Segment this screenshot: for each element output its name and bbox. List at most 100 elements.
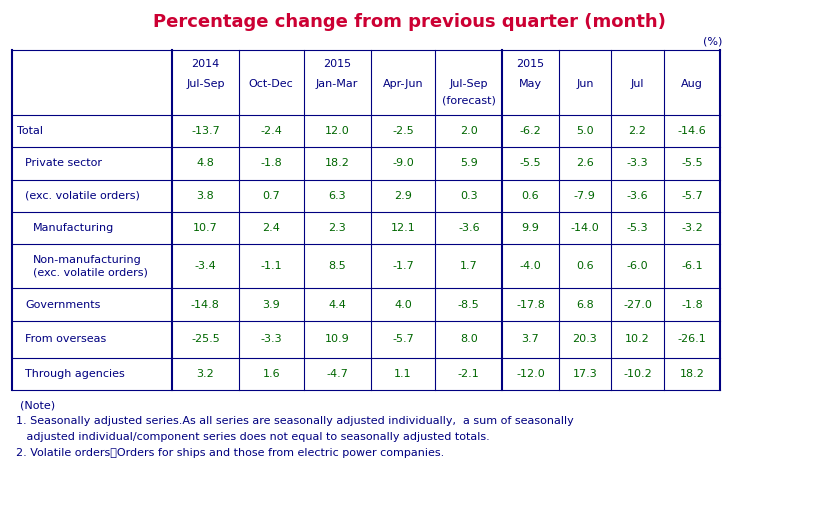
Text: (forecast): (forecast) [441, 96, 495, 106]
Text: -5.5: -5.5 [681, 158, 703, 168]
Text: May: May [519, 79, 542, 89]
Text: Through agencies: Through agencies [25, 369, 124, 379]
Text: -2.5: -2.5 [392, 126, 414, 136]
Text: -6.0: -6.0 [627, 262, 648, 271]
Text: 2.6: 2.6 [576, 158, 594, 168]
Text: -3.6: -3.6 [458, 223, 480, 233]
Text: Jun: Jun [576, 79, 594, 89]
Text: 2015: 2015 [323, 59, 351, 69]
Text: 2.2: 2.2 [628, 126, 646, 136]
Text: 4.4: 4.4 [328, 300, 346, 309]
Text: -14.6: -14.6 [677, 126, 706, 136]
Text: -8.5: -8.5 [458, 300, 480, 309]
Text: -6.1: -6.1 [681, 262, 703, 271]
Text: 3.7: 3.7 [522, 334, 540, 344]
Text: -1.1: -1.1 [260, 262, 282, 271]
Text: 2. Volatile orders：Orders for ships and those from electric power companies.: 2. Volatile orders：Orders for ships and … [16, 448, 444, 458]
Text: -3.2: -3.2 [681, 223, 703, 233]
Text: -14.8: -14.8 [191, 300, 219, 309]
Text: 4.0: 4.0 [394, 300, 412, 309]
Text: Percentage change from previous quarter (month): Percentage change from previous quarter … [153, 13, 666, 31]
Text: 1.1: 1.1 [394, 369, 412, 379]
Text: 0.3: 0.3 [460, 191, 477, 201]
Text: -13.7: -13.7 [191, 126, 219, 136]
Text: From overseas: From overseas [25, 334, 106, 344]
Text: Apr-Jun: Apr-Jun [382, 79, 423, 89]
Text: -1.8: -1.8 [260, 158, 282, 168]
Text: 0.7: 0.7 [262, 191, 280, 201]
Text: 18.2: 18.2 [680, 369, 704, 379]
Text: -5.7: -5.7 [681, 191, 703, 201]
Text: 4.8: 4.8 [197, 158, 215, 168]
Text: -14.0: -14.0 [571, 223, 600, 233]
Text: 1. Seasonally adjusted series.As all series are seasonally adjusted individually: 1. Seasonally adjusted series.As all ser… [16, 416, 574, 426]
Text: -3.6: -3.6 [627, 191, 648, 201]
Text: -12.0: -12.0 [516, 369, 545, 379]
Text: Jul-Sep: Jul-Sep [450, 79, 488, 89]
Text: -1.8: -1.8 [681, 300, 703, 309]
Text: 6.8: 6.8 [576, 300, 594, 309]
Text: 2015: 2015 [516, 59, 545, 69]
Text: 10.2: 10.2 [625, 334, 649, 344]
Text: 2.9: 2.9 [394, 191, 412, 201]
Text: 10.9: 10.9 [324, 334, 350, 344]
Text: 2.0: 2.0 [460, 126, 477, 136]
Text: -2.1: -2.1 [458, 369, 480, 379]
Text: Jul: Jul [631, 79, 645, 89]
Text: 3.9: 3.9 [262, 300, 280, 309]
Text: 20.3: 20.3 [572, 334, 597, 344]
Text: -3.3: -3.3 [260, 334, 282, 344]
Text: 1.7: 1.7 [460, 262, 477, 271]
Text: Jul-Sep: Jul-Sep [186, 79, 224, 89]
Text: Aug: Aug [681, 79, 703, 89]
Text: 2014: 2014 [192, 59, 219, 69]
Text: (exc. volatile orders): (exc. volatile orders) [25, 191, 140, 201]
Text: 2.3: 2.3 [328, 223, 346, 233]
Text: -9.0: -9.0 [392, 158, 414, 168]
Text: 17.3: 17.3 [572, 369, 597, 379]
Text: -5.7: -5.7 [392, 334, 414, 344]
Text: -26.1: -26.1 [677, 334, 706, 344]
Text: (Note): (Note) [20, 400, 55, 410]
Text: (%): (%) [703, 36, 722, 46]
Text: adjusted individual/component series does not equal to seasonally adjusted total: adjusted individual/component series doe… [16, 432, 490, 442]
Text: -5.5: -5.5 [519, 158, 541, 168]
Text: 2.4: 2.4 [262, 223, 280, 233]
Text: Total: Total [17, 126, 43, 136]
Text: 8.5: 8.5 [328, 262, 346, 271]
Text: -5.3: -5.3 [627, 223, 648, 233]
Text: -25.5: -25.5 [191, 334, 219, 344]
Text: -3.4: -3.4 [194, 262, 216, 271]
Text: 9.9: 9.9 [522, 223, 540, 233]
Text: (exc. volatile orders): (exc. volatile orders) [33, 267, 148, 277]
Text: 10.7: 10.7 [193, 223, 218, 233]
Text: 1.6: 1.6 [262, 369, 280, 379]
Text: 0.6: 0.6 [522, 191, 539, 201]
Text: 5.9: 5.9 [460, 158, 477, 168]
Text: -17.8: -17.8 [516, 300, 545, 309]
Text: Governments: Governments [25, 300, 101, 309]
Text: Oct-Dec: Oct-Dec [249, 79, 293, 89]
Text: -6.2: -6.2 [519, 126, 541, 136]
Text: 12.1: 12.1 [391, 223, 415, 233]
Text: -2.4: -2.4 [260, 126, 283, 136]
Text: 3.8: 3.8 [197, 191, 215, 201]
Text: -10.2: -10.2 [623, 369, 652, 379]
Text: 5.0: 5.0 [576, 126, 594, 136]
Text: -7.9: -7.9 [574, 191, 595, 201]
Text: Jan-Mar: Jan-Mar [316, 79, 358, 89]
Text: 8.0: 8.0 [460, 334, 477, 344]
Text: -4.0: -4.0 [519, 262, 541, 271]
Text: 3.2: 3.2 [197, 369, 215, 379]
Text: Non-manufacturing: Non-manufacturing [33, 255, 142, 265]
Text: 12.0: 12.0 [324, 126, 350, 136]
Text: -3.3: -3.3 [627, 158, 648, 168]
Text: 6.3: 6.3 [328, 191, 346, 201]
Text: 18.2: 18.2 [324, 158, 350, 168]
Text: Private sector: Private sector [25, 158, 102, 168]
Text: 0.6: 0.6 [576, 262, 594, 271]
Text: Manufacturing: Manufacturing [33, 223, 114, 233]
Text: -27.0: -27.0 [623, 300, 652, 309]
Text: -1.7: -1.7 [392, 262, 414, 271]
Text: -4.7: -4.7 [326, 369, 348, 379]
